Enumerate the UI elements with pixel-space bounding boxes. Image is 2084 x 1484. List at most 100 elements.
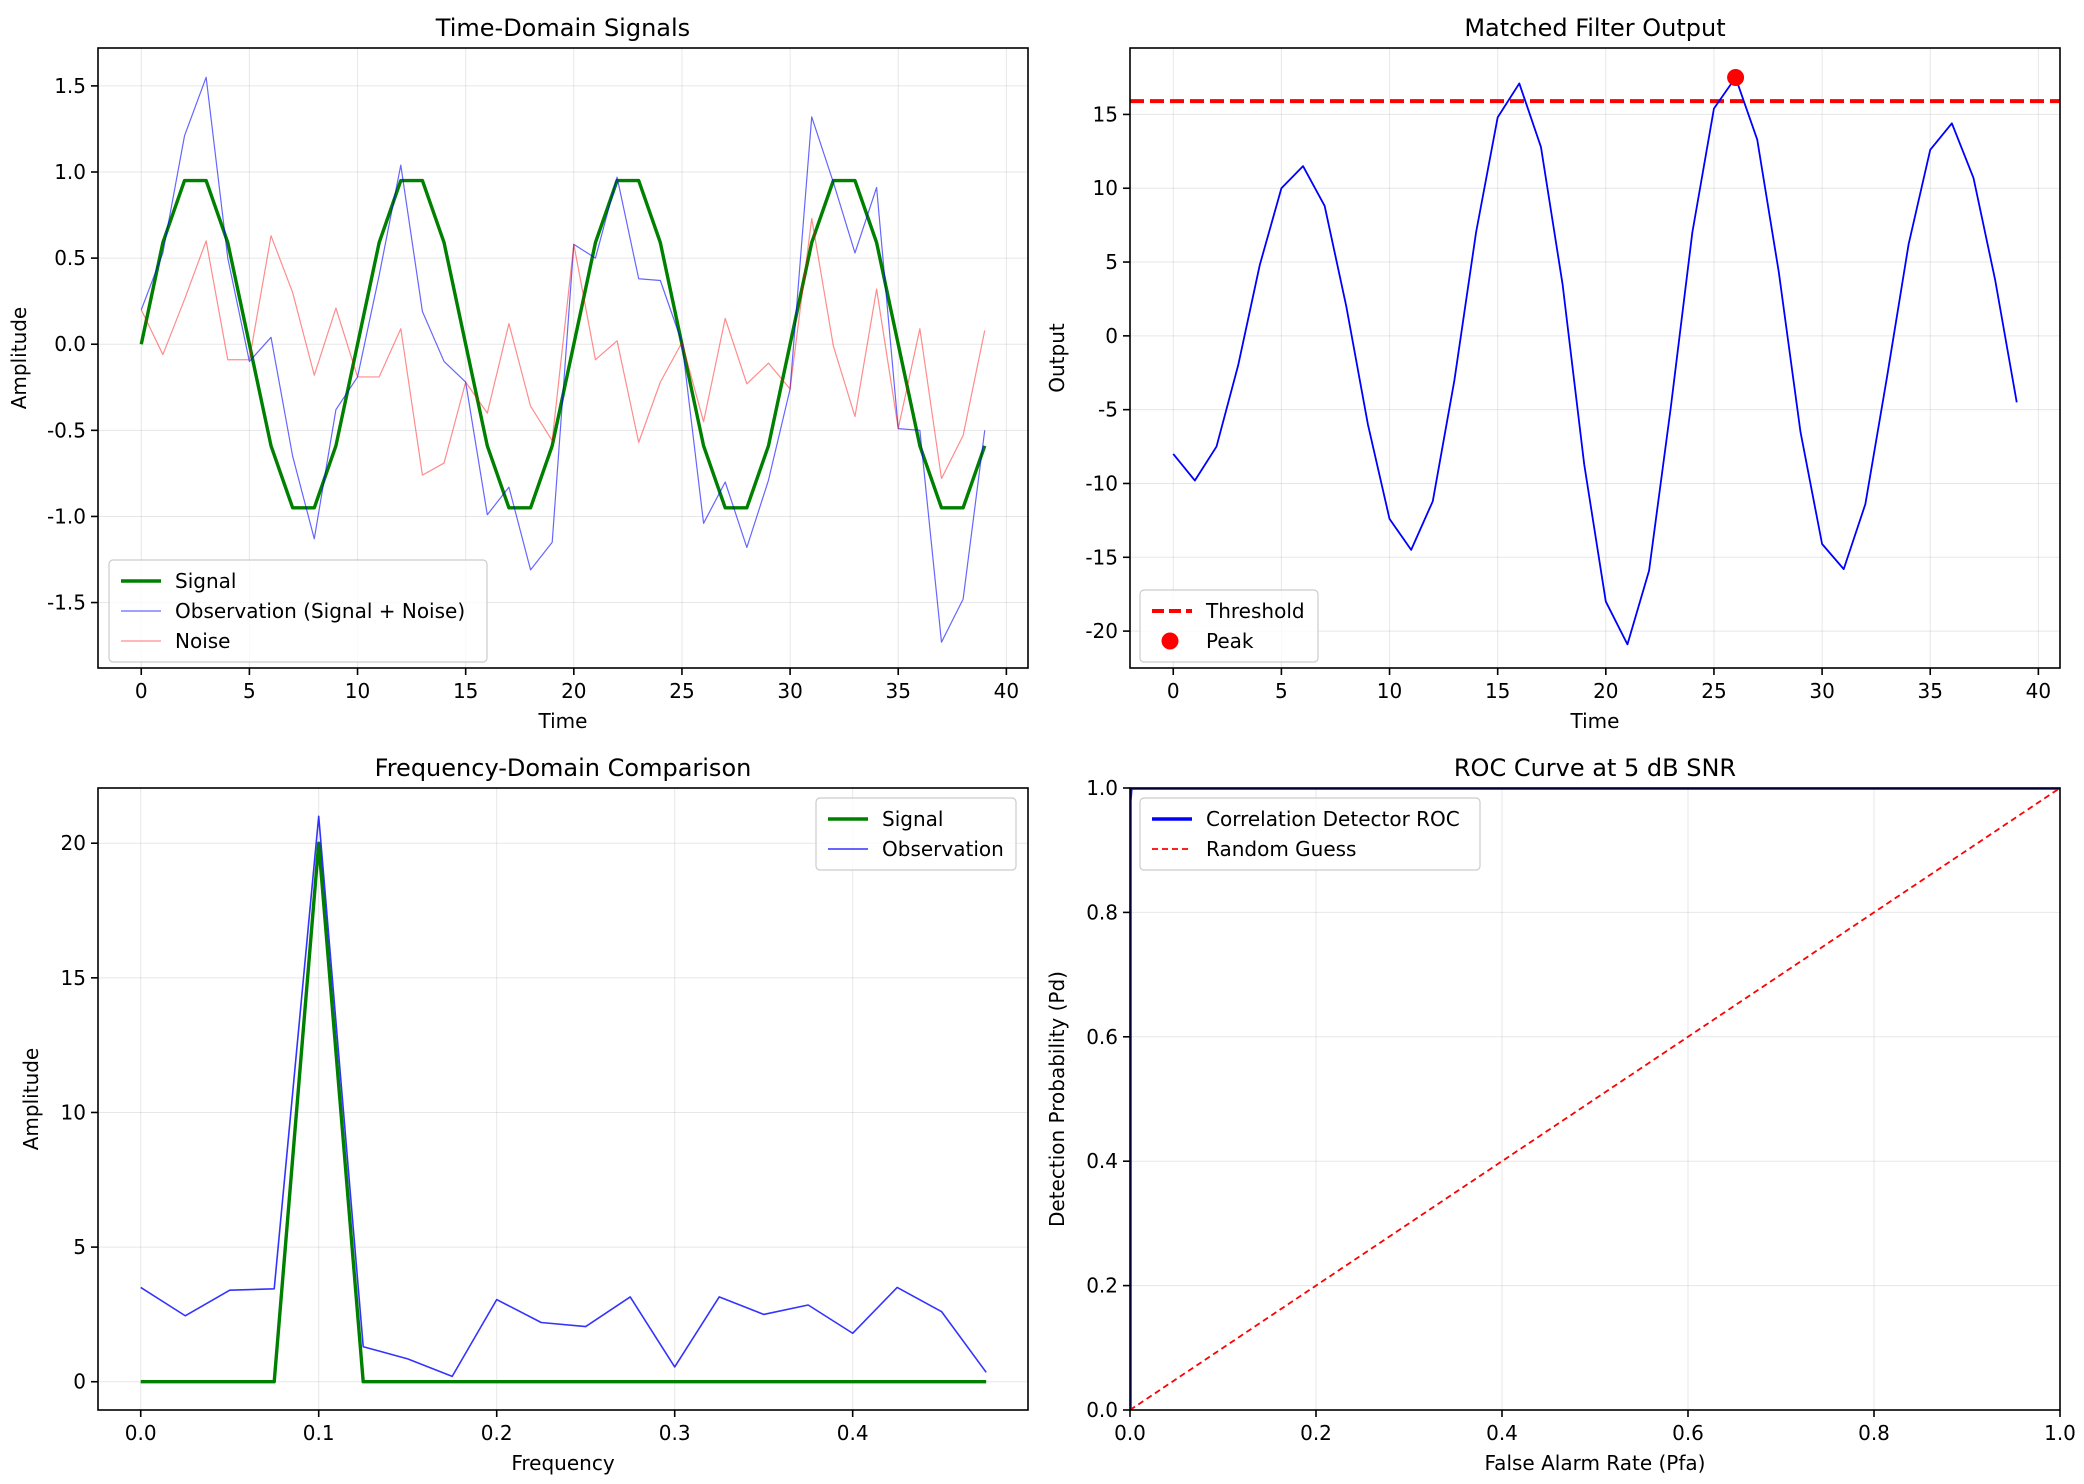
panel-2: 0 5 10 15 20 25 30 35 40 15 10 5 0 -5 -10 -15 -20 Matched… [1045, 14, 2061, 733]
legend-entry: Signal [882, 807, 943, 831]
x-tick-label: 10 [345, 679, 370, 703]
axes-frame [1129, 47, 2061, 669]
y-tick-label: 0.5 [54, 246, 86, 270]
y-axis-label: Detection Probability (Pd) [1045, 971, 1069, 1227]
x-tick-label: 0.8 [1858, 1421, 1890, 1445]
y-tick-label: 5 [1105, 250, 1118, 274]
plot-area [139, 76, 987, 643]
x-tick-label: 15 [453, 679, 478, 703]
x-tick-label: 40 [994, 679, 1019, 703]
chart-title: ROC Curve at 5 dB SNR [1454, 754, 1736, 782]
legend-entry: Threshold [1205, 599, 1305, 623]
legend: Threshold Peak [1139, 589, 1319, 663]
x-tick-label: 35 [886, 679, 911, 703]
x-tick-label: 40 [2026, 679, 2051, 703]
y-tick-label: 15 [1093, 102, 1118, 126]
series-line-output [1172, 76, 2018, 646]
series-line-signal [140, 841, 987, 1384]
legend-entry: Signal [175, 569, 236, 593]
x-tick-label: 0.3 [659, 1421, 691, 1445]
x-tick-label: 0 [135, 679, 148, 703]
y-tick-label: 0 [1105, 324, 1118, 348]
x-tick-label: 15 [1485, 679, 1510, 703]
panel-4: 0.0 0.2 0.4 0.6 0.8 1.0 1.0 0.8 0.6 0.4 0.2 0.0 ROC … [1045, 754, 2076, 1475]
series-line-noise [140, 217, 986, 480]
y-tick-label: 5 [73, 1235, 86, 1259]
x-tick-label: 0.4 [1486, 1421, 1518, 1445]
y-axis-label: Amplitude [19, 1048, 43, 1151]
x-tick-label: 20 [561, 679, 586, 703]
y-tick-label: 0.8 [1086, 900, 1118, 924]
plot-area [1130, 76, 2060, 646]
x-axis-label: Time [538, 709, 588, 733]
x-axis-label: False Alarm Rate (Pfa) [1485, 1451, 1706, 1475]
y-tick-label: 15 [61, 966, 86, 990]
y-tick-label: -1.5 [47, 591, 86, 615]
legend-frame [1139, 589, 1319, 663]
x-tick-label: 0.0 [125, 1421, 157, 1445]
x-tick-label: 10 [1377, 679, 1402, 703]
legend-entry: Observation [882, 837, 1004, 861]
legend-entry: Correlation Detector ROC [1206, 807, 1460, 831]
x-tick-label: 1.0 [2044, 1421, 2076, 1445]
y-tick-label: 1.0 [54, 160, 86, 184]
series-line-observation-signal-noise [140, 76, 986, 643]
plot-area [140, 815, 987, 1384]
y-tick-label: -20 [1085, 619, 1118, 643]
series-line-observation [140, 815, 987, 1378]
peak-marker [1727, 69, 1745, 87]
chart-title: Matched Filter Output [1464, 14, 1725, 42]
y-tick-label: 0.0 [54, 332, 86, 356]
x-axis-label: Frequency [511, 1451, 614, 1475]
y-tick-label: 1.0 [1086, 776, 1118, 800]
x-tick-label: 25 [669, 679, 694, 703]
x-tick-label: 30 [777, 679, 802, 703]
legend-entry: Random Guess [1206, 837, 1356, 861]
y-tick-label: -5 [1098, 398, 1118, 422]
legend: Correlation Detector ROC Random Guess [1139, 797, 1481, 871]
y-tick-label: -15 [1085, 545, 1118, 569]
y-tick-label: 0.6 [1086, 1025, 1118, 1049]
y-axis-label: Amplitude [7, 307, 31, 410]
axes-frame [97, 47, 1029, 669]
y-tick-label: -1.0 [47, 504, 86, 528]
x-tick-label: 0.4 [837, 1421, 869, 1445]
y-tick-label: -10 [1085, 471, 1118, 495]
panel-1: 0 5 10 15 20 25 30 35 40 1.5 1.0 0.5 0.0 -0.5 -1.0 -1.5… [7, 14, 1029, 733]
axes-frame [1129, 787, 2061, 1411]
legend-entry: Noise [175, 629, 230, 653]
legend-frame [108, 559, 488, 663]
y-tick-label: 0.2 [1086, 1274, 1118, 1298]
x-tick-label: 0.6 [1672, 1421, 1704, 1445]
y-axis-label: Output [1045, 323, 1069, 393]
panel-3: 0.0 0.1 0.2 0.3 0.4 20 15 10 5 0 Frequency-Domain … [19, 754, 1029, 1475]
chart-title: Time-Domain Signals [435, 14, 690, 42]
x-tick-label: 5 [243, 679, 256, 703]
legend-entry: Peak [1206, 629, 1254, 653]
x-tick-label: 35 [1918, 679, 1943, 703]
y-tick-label: 0.0 [1086, 1398, 1118, 1422]
x-axis-label: Time [1570, 709, 1620, 733]
x-tick-label: 25 [1701, 679, 1726, 703]
y-tick-label: 1.5 [54, 74, 86, 98]
y-tick-label: 0 [73, 1370, 86, 1394]
legend-entry: Observation (Signal + Noise) [175, 599, 465, 623]
legend-frame [815, 797, 1017, 871]
legend: Signal Observation [815, 797, 1017, 871]
y-tick-label: -0.5 [47, 418, 86, 442]
x-tick-label: 0.1 [303, 1421, 335, 1445]
x-tick-label: 5 [1275, 679, 1288, 703]
series-line-random-guess [1130, 788, 2060, 1410]
y-tick-label: 20 [61, 831, 86, 855]
legend-frame [1139, 797, 1481, 871]
legend-swatch-marker [1161, 632, 1179, 650]
x-tick-label: 20 [1593, 679, 1618, 703]
y-tick-label: 10 [61, 1100, 86, 1124]
x-tick-label: 30 [1809, 679, 1834, 703]
y-tick-label: 0.4 [1086, 1149, 1118, 1173]
chart-title: Frequency-Domain Comparison [375, 754, 752, 782]
x-tick-label: 0.2 [1300, 1421, 1332, 1445]
x-tick-label: 0.2 [481, 1421, 513, 1445]
